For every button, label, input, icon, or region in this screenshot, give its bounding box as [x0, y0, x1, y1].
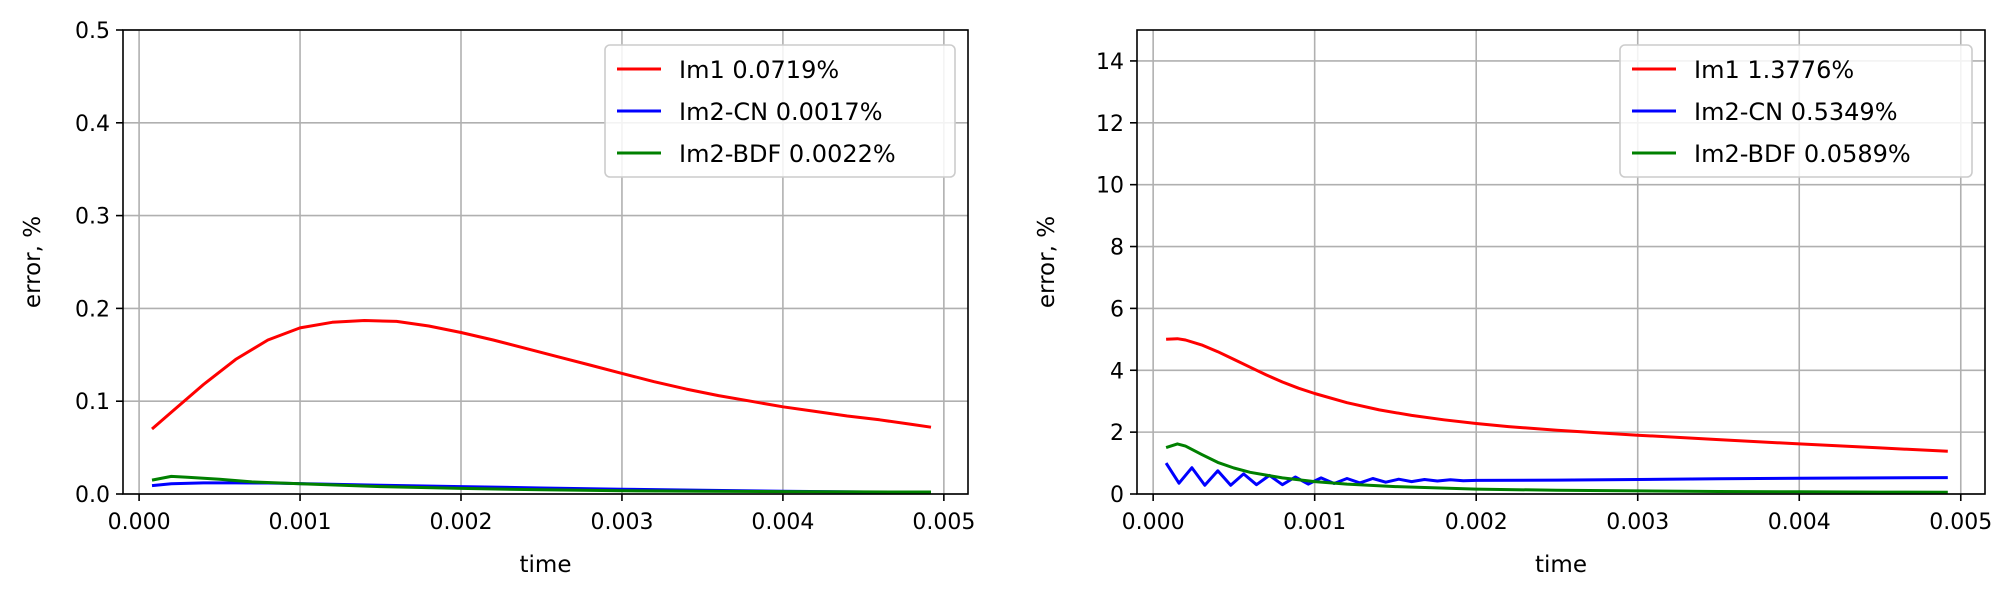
- y-axis-label: error, %: [20, 216, 46, 308]
- legend-box: [1619, 44, 1973, 178]
- series-line-1: [1164, 462, 1948, 487]
- y-tick-label: 14: [1096, 50, 1124, 75]
- legend: Im1 1.3776% Im2-CN 0.5349% Im2-BDF 0.0589%: [1619, 44, 1973, 178]
- chart-left: 0.000 0.001 0.002 0.003 0.004 0.005 0.0 0.1 0.2 0…: [20, 19, 975, 578]
- y-tick-label: 12: [1096, 112, 1124, 137]
- legend-label-1: Im2-CN 0.0017%: [679, 98, 883, 126]
- legend-label-1: Im2-CN 0.5349%: [1694, 98, 1898, 126]
- legend-box: [604, 44, 956, 178]
- y-tick-label: 0.5: [75, 19, 110, 44]
- x-axis-label: time: [520, 552, 572, 578]
- y-tick-label: 10: [1096, 174, 1124, 199]
- y-tick-label: 0.3: [75, 205, 110, 230]
- legend-label-2: Im2-BDF 0.0022%: [679, 140, 896, 168]
- x-tick-label: 0.003: [590, 510, 653, 535]
- axes-frame: [1136, 29, 1986, 495]
- x-tick-label: 0.005: [912, 510, 975, 535]
- x-tick-label: 0.002: [430, 510, 493, 535]
- legend-label-0: Im1 0.0719%: [679, 56, 839, 84]
- legend-label-2: Im2-BDF 0.0589%: [1694, 140, 1911, 168]
- legend: Im1 0.0719% Im2-CN 0.0017% Im2-BDF 0.0022%: [604, 44, 956, 178]
- y-tick-label: 8: [1110, 236, 1124, 261]
- x-tick-label: 0.000: [1122, 510, 1185, 535]
- series-line-0: [1166, 337, 1948, 453]
- x-tick-label: 0.004: [751, 510, 814, 535]
- x-tick-label: 0.001: [1283, 510, 1346, 535]
- x-tick-label: 0.002: [1445, 510, 1508, 535]
- x-axis-label: time: [1535, 552, 1587, 578]
- y-axis-label: error, %: [1034, 216, 1060, 308]
- x-tick-label: 0.005: [1929, 510, 1992, 535]
- legend-label-0: Im1 1.3776%: [1694, 56, 1854, 84]
- y-tick-label: 0.1: [75, 390, 110, 415]
- series-line-2: [151, 474, 932, 494]
- x-tick-label: 0.001: [269, 510, 332, 535]
- y-tick-label: 0.4: [75, 112, 110, 137]
- x-tick-label: 0.003: [1606, 510, 1669, 535]
- chart-right: 0.000 0.001 0.002 0.003 0.004 0.005 0 2 4 6 8 10 12 1…: [1034, 29, 1992, 578]
- y-tick-label: 6: [1110, 297, 1124, 322]
- series-line-0: [151, 319, 932, 431]
- axes-frame: [122, 29, 969, 495]
- y-tick-label: 0.2: [75, 297, 110, 322]
- y-tick-label: 0: [1110, 483, 1124, 508]
- y-tick-label: 0.0: [75, 483, 110, 508]
- x-tick-label: 0.004: [1768, 510, 1831, 535]
- y-tick-label: 2: [1110, 421, 1124, 446]
- y-tick-label: 4: [1110, 359, 1124, 384]
- x-tick-label: 0.000: [108, 510, 171, 535]
- series-line-2: [1165, 442, 1948, 494]
